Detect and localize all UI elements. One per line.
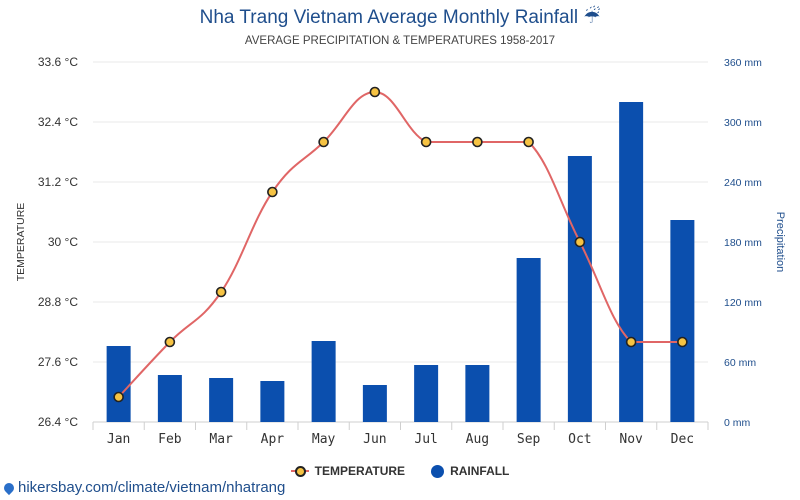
- temperature-point: [625, 336, 637, 348]
- rainfall-bar: [567, 156, 592, 422]
- rainfall-bar: [311, 341, 336, 422]
- y-tick-right: 120 mm: [724, 297, 762, 309]
- rainfall-bar: [260, 381, 285, 422]
- x-tick-label: Nov: [619, 432, 643, 447]
- chart-subtitle: AVERAGE PRECIPITATION & TEMPERATURES 195…: [244, 35, 556, 47]
- legend-label-temperature: TEMPERATURE: [314, 464, 406, 478]
- temperature-point: [574, 236, 586, 248]
- x-tick-label: Oct: [568, 432, 591, 447]
- y-tick-right: 240 mm: [724, 177, 762, 189]
- x-tick-label: Jul: [414, 432, 437, 447]
- temperature-point: [113, 391, 124, 403]
- temperature-point: [472, 136, 483, 148]
- source-link[interactable]: hikersbay.com/climate/vietnam/nhatrang: [1, 479, 286, 496]
- rainfall-bar: [670, 220, 695, 422]
- rainfall-bar: [414, 365, 439, 422]
- y-tick-left: 28.8 °C: [38, 295, 78, 309]
- temperature-point: [164, 336, 176, 348]
- legend-item-temperature[interactable]: TEMPERATURE: [290, 464, 406, 478]
- y-tick-right: 0 mm: [724, 417, 751, 429]
- rainfall-dot-icon: [431, 464, 445, 478]
- chart-legend: TEMPERATURE RAINFALL: [0, 464, 800, 478]
- y-tick-left: 33.6 °C: [38, 55, 78, 69]
- x-tick-label: Mar: [209, 432, 233, 447]
- rainfall-bar: [209, 378, 234, 422]
- temperature-point: [420, 136, 432, 148]
- temperature-point: [369, 86, 381, 98]
- x-tick-label: Jan: [107, 432, 130, 447]
- temperature-point: [677, 336, 688, 348]
- temperature-point: [523, 136, 534, 148]
- y-tick-right: 360 mm: [724, 57, 762, 69]
- y-tick-left: 32.4 °C: [38, 115, 78, 129]
- y-axis-title-left: TEMPERATURE: [15, 203, 27, 282]
- rainfall-bar: [619, 102, 644, 422]
- rainfall-bar: [465, 365, 490, 422]
- temperature-line-marker-icon: [290, 465, 309, 477]
- x-tick-label: Aug: [466, 432, 489, 447]
- rainfall-bar: [157, 375, 182, 422]
- x-tick-label: Feb: [158, 432, 182, 447]
- x-tick-label: Dec: [671, 432, 694, 447]
- source-link-text: hikersbay.com/climate/vietnam/nhatrang: [18, 479, 286, 496]
- y-tick-right: 60 mm: [724, 357, 756, 369]
- legend-label-rainfall: RAINFALL: [450, 464, 510, 478]
- rainfall-bar: [516, 258, 541, 422]
- chart-title: Nha Trang Vietnam Average Monthly Rainfa…: [199, 7, 601, 28]
- y-tick-left: 31.2 °C: [38, 175, 78, 189]
- rainfall-bar: [362, 385, 387, 422]
- x-tick-label: Jun: [363, 432, 386, 447]
- y-tick-right: 300 mm: [724, 117, 762, 129]
- x-tick-label: Apr: [261, 432, 285, 447]
- legend-item-rainfall[interactable]: RAINFALL: [431, 464, 509, 478]
- temperature-point: [267, 186, 278, 198]
- temperature-line: [117, 90, 683, 398]
- rainfall-bar: [106, 346, 131, 422]
- y-tick-right: 180 mm: [724, 237, 762, 249]
- y-tick-left: 26.4 °C: [38, 415, 78, 429]
- map-pin-icon: [1, 480, 17, 495]
- temperature-point: [215, 286, 227, 298]
- y-axis-title-right: Precipitation: [774, 212, 786, 273]
- y-tick-left: 27.6 °C: [38, 355, 78, 369]
- x-tick-label: May: [312, 432, 336, 447]
- x-tick-label: Sep: [517, 432, 541, 447]
- y-tick-left: 30 °C: [48, 235, 78, 249]
- temperature-point: [318, 136, 329, 148]
